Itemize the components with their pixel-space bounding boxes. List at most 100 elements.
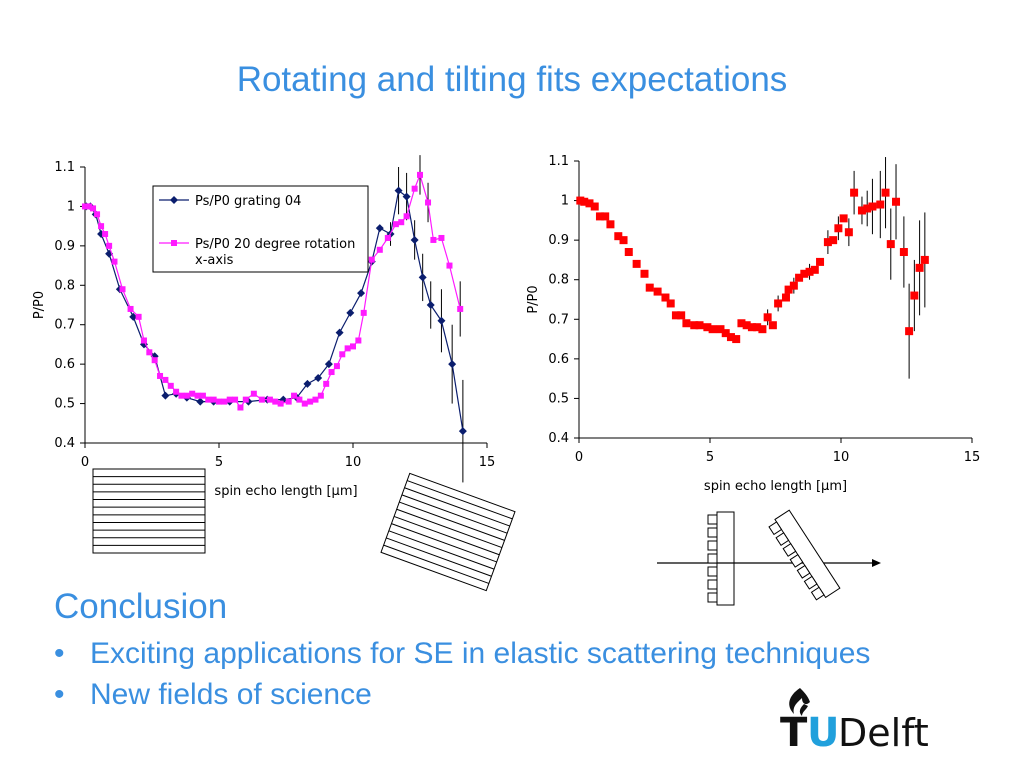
tilted-substrate (768, 509, 841, 601)
data-point (360, 309, 367, 316)
y-tick-label: 1 (561, 194, 569, 209)
data-point (402, 192, 411, 201)
data-point (653, 287, 662, 296)
series-line (85, 173, 461, 409)
data-point (272, 398, 279, 405)
logo-letter-u: U (807, 710, 839, 754)
data-point (94, 211, 101, 218)
data-point (312, 396, 319, 403)
data-point (417, 171, 423, 178)
data-point (632, 259, 641, 268)
x-tick-label: 5 (215, 455, 223, 470)
data-point (90, 205, 97, 212)
data-point (457, 305, 464, 312)
data-point (677, 311, 686, 320)
data-point (335, 328, 344, 337)
data-point (789, 281, 798, 290)
data-point (106, 242, 113, 249)
data-point (892, 197, 901, 206)
data-point (140, 337, 147, 344)
data-point (732, 335, 741, 344)
y-tick-label: 0.6 (54, 357, 75, 372)
data-point (829, 236, 838, 245)
data-point (876, 200, 885, 209)
grating-tooth (707, 514, 718, 525)
x-tick-label: 10 (833, 450, 850, 465)
data-point (314, 373, 323, 382)
data-point (619, 236, 628, 245)
data-point (595, 212, 604, 221)
x-tick-label: 15 (479, 455, 496, 470)
grating-line (406, 480, 513, 520)
data-point (285, 398, 292, 405)
legend-marker (171, 240, 177, 246)
data-point (703, 323, 712, 332)
y-tick-label: 1.1 (54, 160, 75, 175)
data-point (82, 203, 88, 210)
tudelft-logo: T U Delft (780, 688, 929, 754)
straight-grating-icon (92, 468, 206, 554)
grating-line (399, 501, 505, 541)
grating-tooth (707, 592, 718, 603)
data-point (661, 293, 670, 302)
y-tick-label: 0.7 (548, 312, 569, 327)
data-point (716, 325, 725, 334)
data-point (418, 273, 427, 282)
data-point (905, 327, 914, 336)
data-point (666, 299, 675, 308)
data-point (301, 400, 308, 407)
data-point (102, 231, 109, 238)
data-point (800, 269, 809, 278)
x-axis-label: spin echo length [μm] (704, 479, 847, 494)
y-tick-label: 0.7 (54, 318, 75, 333)
grating-tooth (810, 586, 825, 601)
data-point (747, 323, 756, 332)
grating-diagrams (92, 468, 881, 606)
data-point (199, 392, 206, 399)
y-axis-label: P/P0 (32, 291, 47, 319)
data-point (585, 199, 594, 208)
data-point (173, 388, 180, 395)
data-point (157, 372, 164, 379)
data-point (266, 396, 273, 403)
y-tick-label: 0.8 (54, 278, 75, 293)
grating-line (404, 487, 510, 527)
data-point (708, 325, 717, 334)
legend-label-line: Ps/P0 20 degree rotation (195, 237, 355, 252)
data-point (640, 269, 649, 278)
data-point (910, 291, 919, 300)
data-point (810, 265, 819, 274)
data-point (291, 392, 298, 399)
data-point (671, 311, 680, 320)
x-tick-label: 15 (964, 450, 981, 465)
data-point (357, 289, 366, 298)
grating-tooth (796, 564, 811, 579)
data-point (737, 319, 746, 328)
x-tick-label: 10 (345, 455, 362, 470)
data-point (886, 240, 895, 249)
arrow-head-icon (872, 559, 881, 567)
grating-line (396, 508, 503, 549)
data-point (430, 236, 437, 243)
data-point (425, 199, 432, 206)
data-point (458, 427, 467, 436)
series-1 (82, 155, 464, 411)
grating-tooth (789, 553, 804, 568)
data-point (178, 392, 185, 399)
flame-icon (789, 688, 810, 716)
y-tick-label: 1.1 (548, 154, 569, 169)
bullet-item: • Exciting applications for SE in elastic… (54, 636, 870, 677)
data-point (823, 238, 832, 247)
grating-outline (380, 472, 516, 592)
data-point (624, 248, 633, 257)
data-point (839, 214, 848, 223)
data-point (834, 224, 843, 233)
data-point (127, 305, 134, 312)
x-axis-label: spin echo length [μm] (214, 484, 357, 499)
data-point (250, 390, 257, 397)
x-tick-label: 0 (81, 455, 89, 470)
data-point (205, 396, 212, 403)
tilt-side-view-icon (657, 509, 881, 606)
data-point (795, 273, 804, 282)
slide-title: Rotating and tilting fits expectations (236, 60, 788, 99)
